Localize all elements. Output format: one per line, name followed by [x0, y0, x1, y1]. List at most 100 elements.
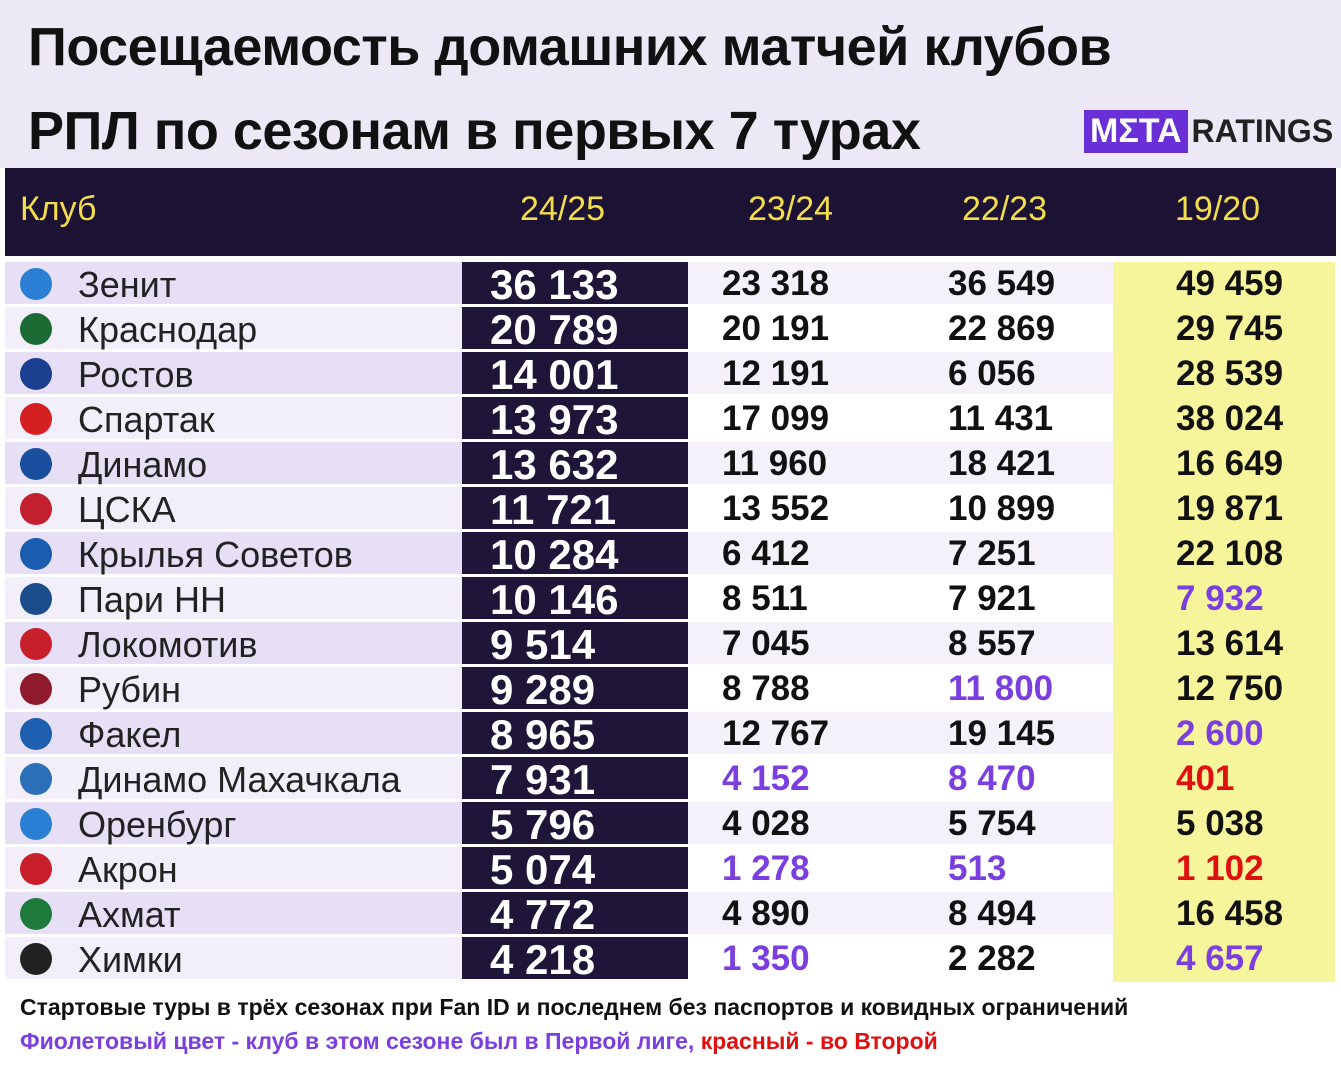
row-band — [688, 712, 1113, 754]
club-name: Ростов — [78, 354, 194, 395]
row-band — [5, 352, 462, 394]
value-cell: 7 045 — [722, 624, 810, 663]
value-cell: 49 459 — [1176, 264, 1284, 303]
current-cell-bg — [462, 307, 688, 349]
value-cell: 7 932 — [1176, 579, 1264, 618]
highlight-cell-bg — [1113, 802, 1335, 847]
club-icon — [20, 898, 52, 930]
row-band — [5, 262, 462, 304]
value-cell: 13 973 — [490, 396, 619, 443]
value-cell: 401 — [1176, 759, 1235, 798]
current-cell-bg — [462, 577, 688, 619]
current-cell-bg — [462, 532, 688, 574]
value-cell: 9 514 — [490, 621, 596, 668]
row-band — [688, 622, 1113, 664]
club-icon — [20, 763, 52, 795]
value-cell: 22 869 — [948, 309, 1056, 348]
club-name: Краснодар — [78, 309, 258, 350]
value-cell: 4 028 — [722, 804, 810, 843]
club-icon — [20, 943, 52, 975]
value-cell: 11 800 — [948, 669, 1054, 708]
row-band — [5, 757, 462, 799]
value-cell: 8 494 — [948, 894, 1036, 933]
value-cell: 2 282 — [948, 939, 1036, 978]
title-line: РПЛ по сезонам в первых 7 турах — [28, 101, 921, 161]
club-icon — [20, 268, 52, 300]
club-name: Зенит — [78, 264, 177, 305]
column-header: Клуб — [20, 190, 97, 228]
value-cell: 10 899 — [948, 489, 1056, 528]
row-band — [5, 397, 462, 439]
value-cell: 5 074 — [490, 846, 596, 893]
highlight-cell-bg — [1113, 937, 1335, 982]
column-header: 23/24 — [748, 190, 834, 228]
footnote-purple: Фиолетовый цвет - клуб в этом сезоне был… — [20, 1028, 695, 1054]
row-band — [688, 757, 1113, 799]
value-cell: 16 458 — [1176, 894, 1284, 933]
value-cell: 7 921 — [948, 579, 1036, 618]
value-cell: 38 024 — [1176, 399, 1284, 438]
value-cell: 7 251 — [948, 534, 1036, 573]
club-icon — [20, 808, 52, 840]
row-band — [5, 937, 462, 979]
value-cell: 7 931 — [490, 756, 596, 803]
value-cell: 20 789 — [490, 306, 619, 353]
club-name: Оренбург — [78, 804, 237, 845]
row-band — [688, 442, 1113, 484]
highlight-cell-bg — [1113, 757, 1335, 802]
value-cell: 5 754 — [948, 804, 1036, 843]
value-cell: 19 871 — [1176, 489, 1284, 528]
value-cell: 23 318 — [722, 264, 830, 303]
column-header: 22/23 — [962, 190, 1048, 228]
club-name: Рубин — [78, 669, 182, 710]
row-band — [5, 622, 462, 664]
value-cell: 513 — [948, 849, 1007, 888]
current-cell-bg — [462, 622, 688, 664]
value-cell: 5 038 — [1176, 804, 1264, 843]
current-cell-bg — [462, 847, 688, 889]
value-cell: 1 350 — [722, 939, 810, 978]
row-band — [688, 307, 1113, 349]
value-cell: 22 108 — [1176, 534, 1284, 573]
value-cell: 6 056 — [948, 354, 1036, 393]
highlight-cell-bg — [1113, 667, 1335, 712]
value-cell: 8 511 — [722, 579, 808, 618]
value-cell: 1 278 — [722, 849, 810, 888]
value-cell: 4 218 — [490, 936, 596, 983]
logo-word: RATINGS — [1191, 113, 1334, 149]
value-cell: 8 470 — [948, 759, 1036, 798]
row-band — [5, 532, 462, 574]
club-icon — [20, 853, 52, 885]
value-cell: 13 632 — [490, 441, 619, 488]
value-cell: 12 767 — [722, 714, 830, 753]
current-cell-bg — [462, 442, 688, 484]
current-cell-bg — [462, 757, 688, 799]
value-cell: 29 745 — [1176, 309, 1284, 348]
value-cell: 11 960 — [722, 444, 828, 483]
value-cell: 28 539 — [1176, 354, 1284, 393]
highlight-cell-bg — [1113, 352, 1335, 397]
club-icon — [20, 493, 52, 525]
club-name: Динамо — [78, 444, 208, 485]
value-cell: 5 796 — [490, 801, 596, 848]
highlight-cell-bg — [1113, 262, 1335, 307]
club-name: Спартак — [78, 399, 215, 440]
value-cell: 12 191 — [722, 354, 830, 393]
highlight-cell-bg — [1113, 532, 1335, 577]
value-cell: 4 152 — [722, 759, 810, 798]
highlight-cell-bg — [1113, 487, 1335, 532]
club-name: Пари НН — [78, 579, 227, 620]
row-band — [5, 892, 462, 934]
footnotes: Стартовые туры в трёх сезонах при Fan ID… — [0, 986, 1341, 1067]
logo-mark: MΣTA — [1084, 110, 1188, 153]
value-cell: 14 001 — [490, 351, 619, 398]
value-cell: 16 649 — [1176, 444, 1284, 483]
row-band — [688, 847, 1113, 889]
value-cell: 13 552 — [722, 489, 830, 528]
row-band — [688, 577, 1113, 619]
club-icon — [20, 538, 52, 570]
row-band — [5, 847, 462, 889]
row-band — [5, 667, 462, 709]
value-cell: 36 549 — [948, 264, 1056, 303]
row-band — [688, 487, 1113, 529]
